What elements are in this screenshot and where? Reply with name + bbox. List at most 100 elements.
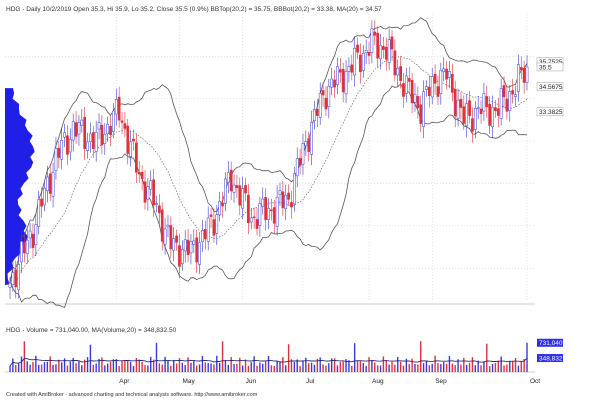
footer-credit: Created with AmiBroker - advanced charti…: [6, 392, 258, 398]
candle-body: [189, 241, 193, 254]
candle-body: [137, 171, 141, 175]
volume-bar: [437, 363, 439, 372]
candle-body: [327, 86, 331, 107]
volume-bar: [308, 363, 310, 372]
candle-body: [224, 178, 227, 204]
volume-bar: [207, 363, 209, 372]
candle-body: [419, 104, 423, 124]
volume-label-box: [537, 354, 563, 363]
candle-body: [479, 108, 483, 115]
volume-bar: [224, 360, 227, 372]
volume-bar: [431, 363, 433, 372]
candle-body: [462, 106, 466, 124]
candle-body: [140, 172, 144, 180]
candle-body: [112, 110, 115, 132]
candle-body: [275, 196, 279, 227]
candle-body: [448, 71, 451, 78]
candle-body: [163, 228, 167, 245]
volume-bar: [175, 363, 178, 372]
candle-body: [514, 94, 517, 97]
candle-body: [51, 171, 55, 197]
volume-bar: [187, 357, 189, 372]
candle-body: [399, 66, 402, 81]
volume-bar: [465, 364, 468, 372]
candle-body: [459, 98, 463, 108]
candle-body: [324, 97, 328, 110]
volume-bar: [486, 343, 488, 372]
candle-body: [20, 241, 23, 263]
candle-body: [209, 214, 213, 217]
volume-bar: [411, 358, 413, 372]
volume-bar: [468, 362, 471, 372]
candle-body: [410, 80, 414, 104]
volume-bar: [460, 364, 462, 372]
volume-bar: [448, 356, 451, 372]
candle-body: [525, 66, 529, 83]
volume-bar: [503, 365, 505, 372]
candle-body: [313, 109, 316, 121]
candle-body: [238, 185, 242, 206]
volume-bar: [494, 363, 497, 372]
candle-body: [226, 172, 230, 183]
candle-body: [106, 123, 110, 135]
candle-body: [241, 188, 245, 209]
volume-bar: [236, 363, 238, 372]
volume-bar: [299, 365, 301, 372]
candle-body: [43, 187, 46, 206]
volume-bar: [167, 360, 169, 372]
volume-bar: [112, 359, 115, 372]
candle-body: [221, 202, 224, 207]
candle-body: [120, 120, 124, 123]
volume-bar: [213, 364, 215, 372]
candle-body: [393, 50, 397, 76]
volume-bar: [17, 363, 20, 372]
price-label: 35.5: [539, 64, 552, 71]
volume-bar: [506, 364, 508, 372]
volume-bar: [86, 357, 89, 372]
volume-bar: [75, 363, 77, 372]
candle-body: [439, 69, 443, 94]
candle-body: [471, 118, 474, 132]
volume-bar: [483, 361, 485, 372]
volume-bar: [129, 361, 132, 372]
candle-body: [359, 54, 362, 73]
candle-body: [407, 78, 411, 82]
candle-body: [494, 107, 497, 111]
volume-profile-shape: [5, 88, 35, 286]
volume-bar: [195, 365, 198, 372]
volume-bar: [190, 362, 192, 372]
volume-bar: [58, 359, 60, 372]
volume-bar: [230, 357, 232, 372]
volume-bar: [285, 365, 287, 372]
candle-body: [203, 229, 207, 240]
volume-bar: [342, 361, 344, 372]
volume-bar: [106, 363, 109, 372]
candle-body: [445, 68, 448, 80]
candle-body: [338, 69, 342, 73]
volume-bar: [66, 365, 69, 372]
candle-body: [301, 143, 305, 165]
volume-bar: [43, 362, 46, 372]
volume-bar: [216, 355, 218, 372]
candle-body: [135, 142, 138, 173]
candle-body: [155, 203, 158, 205]
volume-bar: [296, 359, 298, 372]
volume-bar: [101, 357, 103, 372]
candle-body: [183, 239, 187, 252]
volume-profile: [5, 88, 35, 286]
volume-bar: [362, 363, 364, 372]
price-label-box: [536, 107, 564, 117]
candle-body: [396, 67, 400, 76]
volume-bar: [161, 364, 163, 372]
candle-body: [373, 31, 377, 36]
volume-bar: [457, 359, 459, 372]
candle-body: [281, 191, 285, 209]
volume-bar: [147, 365, 149, 372]
candle-body: [502, 85, 506, 98]
volume-bar: [98, 358, 100, 372]
candle-body: [364, 49, 368, 54]
price-label-box: [536, 82, 564, 91]
volume-bar: [20, 356, 23, 372]
candlesticks: [8, 20, 529, 299]
month-tick-label: Apr: [119, 378, 130, 385]
